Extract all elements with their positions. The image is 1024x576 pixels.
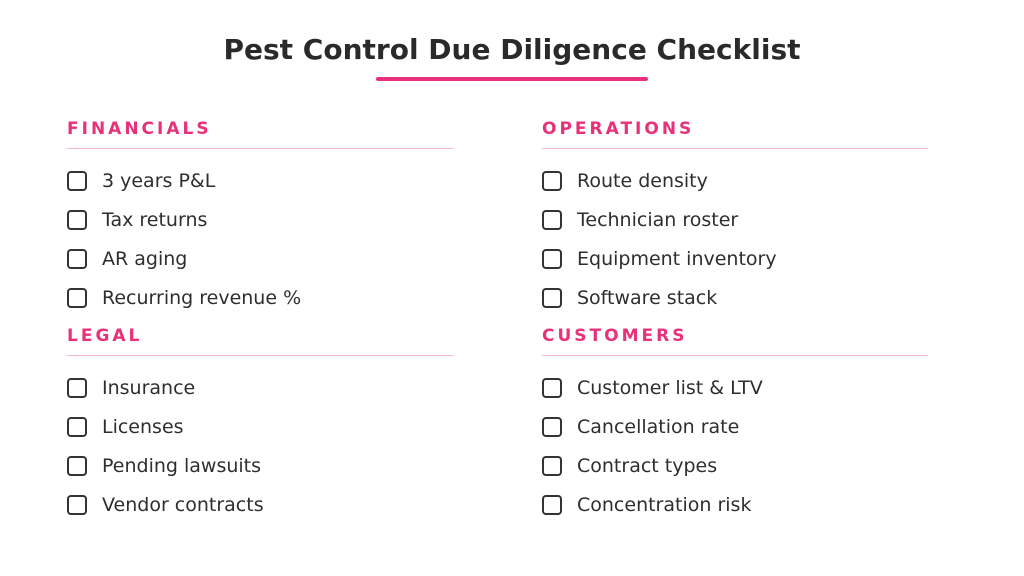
section-heading-financials: FINANCIALS <box>67 119 212 139</box>
checkbox[interactable] <box>67 170 87 191</box>
checkbox[interactable] <box>542 494 562 515</box>
page-title: Pest Control Due Diligence Checklist <box>223 33 801 66</box>
checklist-item-label: 3 years P&L <box>102 169 216 192</box>
section-heading-customers: CUSTOMERS <box>542 326 688 346</box>
checkbox[interactable] <box>67 377 87 398</box>
checkbox[interactable] <box>542 455 562 476</box>
checklist-item[interactable]: Route density <box>542 161 928 200</box>
checklist-customers: Customer list & LTV Cancellation rate Co… <box>542 368 928 524</box>
checklist-item[interactable]: Contract types <box>542 446 928 485</box>
checklist-item-label: Software stack <box>577 286 718 309</box>
checklist-item-label: Contract types <box>577 454 718 477</box>
section-customers: CUSTOMERS Customer list & LTV Cancellati… <box>542 324 928 524</box>
checklist-item[interactable]: Equipment inventory <box>542 239 928 278</box>
checkbox[interactable] <box>542 416 562 437</box>
checkbox[interactable] <box>67 416 87 437</box>
checklist-item[interactable]: Technician roster <box>542 200 928 239</box>
checklist-legal: Insurance Licenses Pending lawsuits Vend… <box>67 368 453 524</box>
checklist-financials: 3 years P&L Tax returns AR aging Recurri… <box>67 161 453 317</box>
checklist-item[interactable]: Licenses <box>67 407 453 446</box>
checkbox[interactable] <box>67 209 87 230</box>
title-underline <box>376 77 648 81</box>
checkbox[interactable] <box>542 209 562 230</box>
checklist-item-label: Technician roster <box>577 208 739 231</box>
section-financials: FINANCIALS 3 years P&L Tax returns AR ag… <box>67 117 453 317</box>
checklist-item-label: Vendor contracts <box>102 493 264 516</box>
section-heading-operations: OPERATIONS <box>542 119 695 139</box>
checklist-item[interactable]: 3 years P&L <box>67 161 453 200</box>
checklist-item-label: Concentration risk <box>577 493 752 516</box>
checklist-item[interactable]: Concentration risk <box>542 485 928 524</box>
checklist-item[interactable]: Recurring revenue % <box>67 278 453 317</box>
checkbox[interactable] <box>67 248 87 269</box>
checkbox[interactable] <box>542 287 562 308</box>
section-divider <box>67 148 453 149</box>
checkbox[interactable] <box>67 287 87 308</box>
section-operations: OPERATIONS Route density Technician rost… <box>542 117 928 317</box>
checklist-item-label: Customer list & LTV <box>577 376 763 399</box>
checklist-item-label: Tax returns <box>102 208 208 231</box>
checklist-item[interactable]: Software stack <box>542 278 928 317</box>
checkbox[interactable] <box>542 248 562 269</box>
checkbox[interactable] <box>67 494 87 515</box>
checklist-item[interactable]: Customer list & LTV <box>542 368 928 407</box>
checklist-item[interactable]: Tax returns <box>67 200 453 239</box>
section-heading-legal: LEGAL <box>67 326 143 346</box>
checklist-operations: Route density Technician roster Equipmen… <box>542 161 928 317</box>
section-legal: LEGAL Insurance Licenses Pending lawsuit… <box>67 324 453 524</box>
checklist-item-label: Equipment inventory <box>577 247 777 270</box>
checkbox[interactable] <box>542 377 562 398</box>
checklist-item-label: Route density <box>577 169 708 192</box>
section-divider <box>542 355 928 356</box>
checkbox[interactable] <box>67 455 87 476</box>
checklist-item-label: Cancellation rate <box>577 415 740 438</box>
checklist-item[interactable]: Cancellation rate <box>542 407 928 446</box>
checklist-item[interactable]: AR aging <box>67 239 453 278</box>
checklist-item[interactable]: Pending lawsuits <box>67 446 453 485</box>
checklist-item-label: Pending lawsuits <box>102 454 262 477</box>
section-divider <box>67 355 453 356</box>
checklist-item-label: AR aging <box>102 247 188 270</box>
checklist-item-label: Licenses <box>102 415 184 438</box>
checklist-item-label: Recurring revenue % <box>102 286 302 309</box>
checklist-item[interactable]: Vendor contracts <box>67 485 453 524</box>
checklist-item[interactable]: Insurance <box>67 368 453 407</box>
section-divider <box>542 148 928 149</box>
checklist-item-label: Insurance <box>102 376 196 399</box>
checkbox[interactable] <box>542 170 562 191</box>
